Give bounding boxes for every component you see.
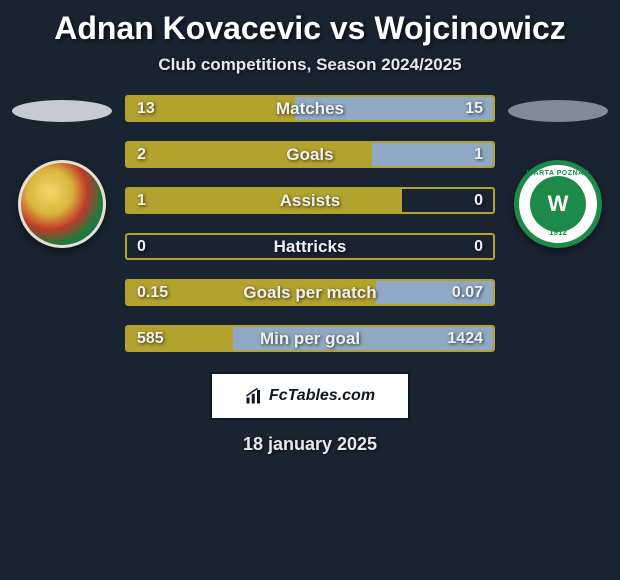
stat-bar-right [295, 97, 493, 120]
right-logo-top-text: WARTA POZNAŃ [527, 170, 589, 177]
right-side: WARTA POZNAŃ W 1912 [503, 95, 613, 248]
stat-bar-gap [402, 189, 494, 212]
left-side [7, 95, 117, 248]
stat-bar-right [233, 327, 493, 350]
right-player-platform [508, 100, 608, 122]
stat-bar-right [372, 143, 493, 166]
main-row: Matches1315 Goals21 Assists10 Hattricks00 Go… [5, 95, 615, 352]
stat-bar-left [127, 189, 402, 212]
stat-row: Hattricks00 [125, 233, 495, 260]
stat-bar-left [127, 281, 376, 304]
right-logo-letter: W [530, 176, 586, 232]
stat-bar-left [127, 327, 233, 350]
date-label: 18 january 2025 [5, 434, 615, 455]
right-logo-year: 1912 [549, 228, 567, 237]
stat-row: Assists10 [125, 187, 495, 214]
stat-bar-left [127, 143, 372, 166]
comparison-infographic: Adnan Kovacevic vs Wojcinowicz Club comp… [0, 0, 620, 465]
stat-bar-right [376, 281, 493, 304]
left-club-logo [18, 160, 106, 248]
badge-text: FcTables.com [269, 387, 375, 405]
stat-row: Goals per match0.150.07 [125, 279, 495, 306]
stat-bar-gap [127, 235, 493, 258]
stat-row: Min per goal5851424 [125, 325, 495, 352]
stat-bar-left [127, 97, 295, 120]
page-title: Adnan Kovacevic vs Wojcinowicz [5, 10, 615, 47]
right-club-logo: WARTA POZNAŃ W 1912 [514, 160, 602, 248]
left-player-platform [12, 100, 112, 122]
stat-row: Matches1315 [125, 95, 495, 122]
source-badge: FcTables.com [210, 372, 410, 420]
chart-icon [245, 387, 263, 405]
stat-row: Goals21 [125, 141, 495, 168]
stat-bars: Matches1315 Goals21 Assists10 Hattricks00 Go… [125, 95, 495, 352]
subtitle: Club competitions, Season 2024/2025 [5, 55, 615, 75]
